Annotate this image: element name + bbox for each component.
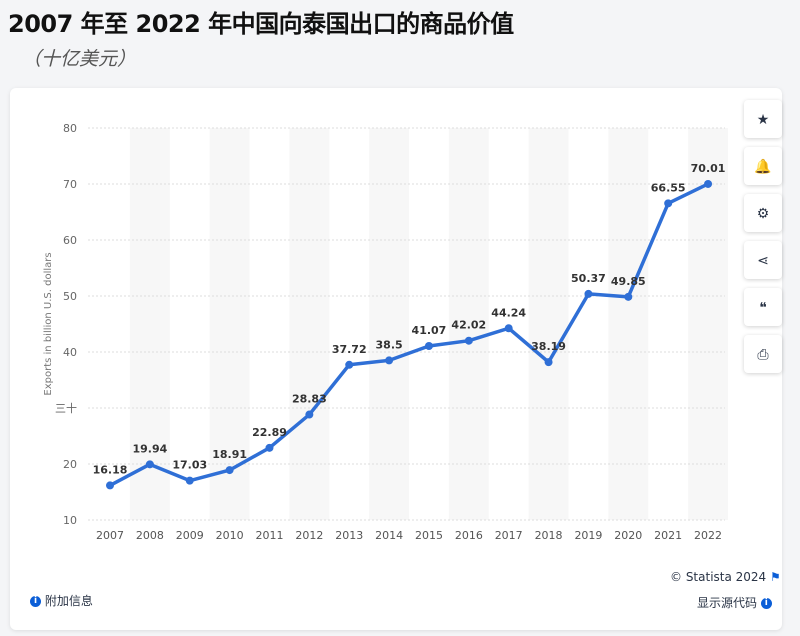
print-icon: ⎙ — [757, 345, 769, 362]
star-button[interactable]: ★ — [744, 100, 782, 138]
x-tick-label: 2008 — [136, 529, 164, 542]
show-source-link[interactable]: 显示源代码 i — [697, 594, 772, 611]
gear-icon: ⚙ — [756, 204, 770, 221]
x-tick-label: 2007 — [96, 529, 124, 542]
y-tick-label: 70 — [63, 178, 77, 191]
data-label: 49.85 — [611, 275, 646, 288]
x-tick-label: 2022 — [694, 529, 722, 542]
data-point — [145, 460, 154, 469]
additional-info-link[interactable]: i 附加信息 — [30, 592, 93, 609]
page-subtitle: （十亿美元） — [22, 48, 137, 70]
data-label: 22.89 — [252, 426, 287, 439]
column-band — [129, 128, 170, 520]
x-tick-label: 2014 — [375, 529, 403, 542]
column-band — [608, 128, 649, 520]
column-band — [528, 128, 569, 520]
x-tick-label: 2016 — [455, 529, 483, 542]
x-tick-label: 2020 — [614, 529, 642, 542]
data-point — [185, 476, 194, 485]
column-band — [289, 128, 330, 520]
x-tick-label: 2015 — [415, 529, 443, 542]
copyright[interactable]: © Statista 2024 ⚑ — [670, 570, 781, 584]
data-point — [225, 466, 234, 475]
info-icon: i — [30, 596, 41, 607]
data-label: 28.83 — [292, 393, 327, 406]
column-band — [688, 128, 728, 520]
data-label: 16.18 — [93, 463, 128, 476]
data-point — [504, 324, 513, 333]
data-point — [265, 443, 274, 452]
y-tick-label: 20 — [63, 458, 77, 471]
data-point — [584, 289, 593, 298]
data-label: 19.94 — [132, 442, 167, 455]
quote-button[interactable]: ❝ — [744, 288, 782, 326]
x-tick-label: 2009 — [176, 529, 204, 542]
y-tick-label: 10 — [63, 514, 77, 527]
column-band — [209, 128, 250, 520]
x-tick-label: 2010 — [216, 529, 244, 542]
data-point — [305, 410, 314, 419]
data-label: 37.72 — [332, 343, 367, 356]
data-label: 18.91 — [212, 448, 247, 461]
data-point — [106, 481, 114, 490]
data-point — [704, 179, 713, 188]
x-tick-label: 2011 — [255, 529, 283, 542]
column-band — [369, 128, 410, 520]
x-tick-label: 2012 — [295, 529, 323, 542]
y-tick-label: 三十 — [55, 401, 77, 415]
toolbar: ★ 🔔 ⚙ ⋖ ❝ ⎙ — [744, 100, 782, 382]
share-button[interactable]: ⋖ — [744, 241, 782, 279]
flag-icon: ⚑ — [770, 570, 781, 584]
data-label: 17.03 — [172, 459, 207, 472]
data-label: 38.5 — [376, 338, 403, 351]
bell-icon: 🔔 — [754, 157, 772, 174]
data-label: 38.19 — [531, 340, 566, 353]
print-button[interactable]: ⎙ — [744, 335, 782, 373]
data-point — [385, 356, 394, 365]
data-label: 42.02 — [451, 319, 486, 332]
x-tick-label: 2018 — [535, 529, 563, 542]
column-band — [448, 128, 489, 520]
data-label: 41.07 — [412, 324, 447, 337]
data-point — [624, 292, 633, 301]
series-line — [109, 182, 709, 487]
copyright-text: © Statista 2024 — [670, 570, 767, 584]
x-tick-label: 2021 — [654, 529, 682, 542]
x-tick-label: 2019 — [574, 529, 602, 542]
star-icon: ★ — [756, 110, 770, 127]
additional-info-text: 附加信息 — [44, 594, 93, 608]
x-tick-label: 2013 — [335, 529, 363, 542]
data-label: 44.24 — [491, 306, 526, 319]
data-point — [464, 336, 473, 345]
y-axis-label: Exports in billion U.S. dollars — [43, 252, 54, 395]
bell-button[interactable]: 🔔 — [744, 147, 782, 185]
data-label: 66.55 — [651, 181, 686, 194]
y-tick-label: 60 — [63, 234, 77, 247]
data-label: 70.01 — [691, 162, 726, 175]
y-tick-label: 40 — [63, 346, 77, 359]
page-title: 2007 年至 2022 年中国向泰国出口的商品价值 — [8, 10, 514, 38]
y-tick-label: 80 — [63, 122, 77, 135]
x-tick-label: 2017 — [495, 529, 523, 542]
data-point — [664, 199, 673, 208]
show-source-text: 显示源代码 — [697, 596, 758, 610]
share-icon: ⋖ — [757, 251, 769, 268]
gear-button[interactable]: ⚙ — [744, 194, 782, 232]
data-point — [424, 342, 433, 351]
info-icon: i — [760, 598, 772, 609]
data-label: 50.37 — [571, 272, 606, 285]
quote-icon: ❝ — [759, 298, 767, 315]
y-tick-label: 50 — [63, 290, 77, 303]
data-point — [345, 360, 354, 369]
data-point — [544, 358, 553, 367]
